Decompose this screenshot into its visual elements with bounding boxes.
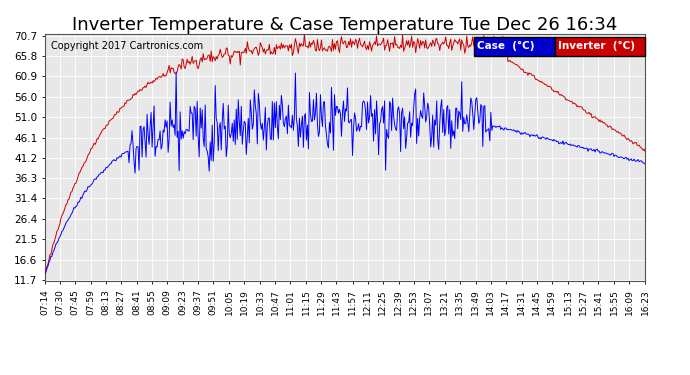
Text: Inverter  (°C): Inverter (°C) xyxy=(558,41,635,51)
Text: Copyright 2017 Cartronics.com: Copyright 2017 Cartronics.com xyxy=(51,41,203,51)
FancyBboxPatch shape xyxy=(555,38,645,56)
FancyBboxPatch shape xyxy=(474,38,555,56)
Text: Case  (°C): Case (°C) xyxy=(477,41,535,51)
Title: Inverter Temperature & Case Temperature Tue Dec 26 16:34: Inverter Temperature & Case Temperature … xyxy=(72,16,618,34)
